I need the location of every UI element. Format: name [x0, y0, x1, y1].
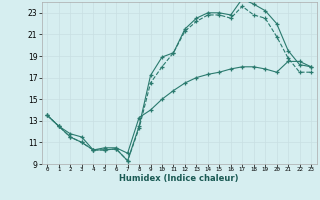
X-axis label: Humidex (Indice chaleur): Humidex (Indice chaleur) [119, 174, 239, 183]
